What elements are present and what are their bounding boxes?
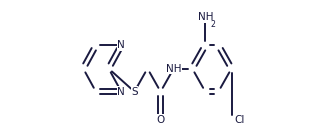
- Text: O: O: [156, 115, 165, 125]
- Text: 2: 2: [210, 20, 215, 28]
- Text: NH: NH: [166, 64, 182, 73]
- Text: N: N: [117, 87, 125, 97]
- Text: S: S: [131, 87, 138, 97]
- Text: Cl: Cl: [234, 115, 244, 125]
- Text: N: N: [117, 40, 125, 50]
- Text: NH: NH: [198, 12, 213, 22]
